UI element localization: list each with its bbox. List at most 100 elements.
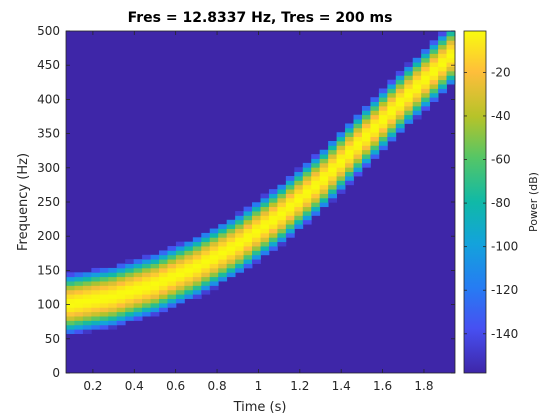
heatmap-cell xyxy=(243,259,253,264)
heatmap-cell xyxy=(361,132,371,138)
heatmap-cell xyxy=(243,237,253,243)
heatmap-cell xyxy=(395,110,405,116)
heatmap-cell xyxy=(294,202,304,208)
heatmap-cell xyxy=(150,307,160,313)
heatmap-cell xyxy=(175,285,185,291)
heatmap-cell xyxy=(99,307,109,313)
heatmap-cell xyxy=(167,250,177,256)
heatmap-cell xyxy=(108,316,118,321)
heatmap-cell xyxy=(353,149,363,155)
heatmap-cell xyxy=(133,281,143,286)
heatmap-cell xyxy=(285,180,295,186)
heatmap-cell xyxy=(209,259,219,264)
heatmap-cell xyxy=(421,79,431,85)
heatmap-cell xyxy=(142,311,151,317)
y-tick-label: 100 xyxy=(37,298,60,312)
heatmap-cell xyxy=(336,162,346,168)
heatmap-cell xyxy=(209,250,219,256)
heatmap-cell xyxy=(235,259,244,264)
heatmap-cell xyxy=(268,189,278,194)
heatmap-cell xyxy=(192,254,202,260)
heatmap-cell xyxy=(91,272,101,278)
heatmap-cell xyxy=(446,70,456,76)
heatmap-cell xyxy=(429,75,439,81)
heatmap-cell xyxy=(336,171,346,177)
heatmap-cell xyxy=(192,285,202,291)
heatmap-cell xyxy=(175,289,185,295)
heatmap-cell xyxy=(150,263,160,269)
heatmap-cell xyxy=(412,92,422,98)
heatmap-cell xyxy=(353,140,363,146)
heatmap-cell xyxy=(226,254,236,260)
heatmap-cell xyxy=(336,154,346,159)
heatmap-cell xyxy=(361,123,371,129)
heatmap-cell xyxy=(108,276,118,282)
heatmap-cell xyxy=(412,75,422,81)
x-tick-label: 1.6 xyxy=(373,379,392,393)
heatmap-cell xyxy=(353,167,363,173)
heatmap-cell xyxy=(421,66,431,72)
heatmap-cell xyxy=(167,272,177,278)
heatmap-cell xyxy=(142,281,151,286)
heatmap-cell xyxy=(446,53,456,59)
heatmap-cell xyxy=(133,294,143,299)
heatmap-cell xyxy=(201,259,211,264)
heatmap-cell xyxy=(277,219,287,225)
heatmap-cell xyxy=(66,272,75,278)
heatmap-cell xyxy=(108,298,118,304)
heatmap-cell xyxy=(353,171,363,177)
heatmap-cell xyxy=(116,320,126,326)
heatmap-cell xyxy=(429,66,439,72)
heatmap-cell xyxy=(345,145,354,151)
heatmap-cell xyxy=(184,259,194,264)
heatmap-cell xyxy=(302,176,312,181)
heatmap-cell xyxy=(192,259,202,264)
heatmap-cell xyxy=(226,241,236,247)
heatmap-cell xyxy=(311,197,321,203)
heatmap-cell xyxy=(74,276,84,282)
heatmap-cell xyxy=(167,285,177,291)
heatmap-cell xyxy=(268,246,278,251)
heatmap-cell xyxy=(175,294,185,299)
heatmap-cell xyxy=(184,289,194,295)
heatmap-cell xyxy=(336,167,346,173)
heatmap-cell xyxy=(252,250,261,256)
heatmap-cell xyxy=(91,298,101,304)
heatmap-cell xyxy=(192,281,202,286)
heatmap-cell xyxy=(99,298,109,304)
heatmap-cell xyxy=(108,267,118,273)
heatmap-cell xyxy=(328,140,338,146)
heatmap-cell xyxy=(302,202,312,208)
heatmap-cell xyxy=(150,281,160,286)
heatmap-cell xyxy=(446,49,456,54)
x-tick-label: 0.4 xyxy=(125,379,144,393)
heatmap-cell xyxy=(387,84,397,89)
heatmap-cell xyxy=(74,272,84,278)
heatmap-cell xyxy=(285,202,295,208)
heatmap-cell xyxy=(108,324,118,330)
heatmap-cell xyxy=(361,127,371,133)
heatmap-cell xyxy=(116,267,126,273)
heatmap-cell xyxy=(328,154,338,159)
heatmap-cell xyxy=(311,184,321,190)
heatmap-cell xyxy=(209,237,219,243)
heatmap-cell xyxy=(319,158,329,164)
heatmap-cell xyxy=(345,149,354,155)
heatmap-cell xyxy=(82,281,92,286)
heatmap-cell xyxy=(243,232,253,238)
heatmap-cell xyxy=(345,132,354,138)
heatmap-cell xyxy=(429,49,439,54)
heatmap-cell xyxy=(378,101,388,107)
heatmap-cell xyxy=(175,276,185,282)
heatmap-cell xyxy=(192,246,202,251)
heatmap-cell xyxy=(387,101,397,107)
heatmap-cell xyxy=(319,184,329,190)
heatmap-cell xyxy=(91,281,101,286)
heatmap-cell xyxy=(260,237,270,243)
heatmap-cell xyxy=(387,123,397,129)
heatmap-cell xyxy=(252,246,261,251)
heatmap-cell xyxy=(142,294,151,299)
heatmap-cell xyxy=(74,285,84,291)
heatmap-cell xyxy=(133,316,143,321)
heatmap-cell xyxy=(218,276,228,282)
